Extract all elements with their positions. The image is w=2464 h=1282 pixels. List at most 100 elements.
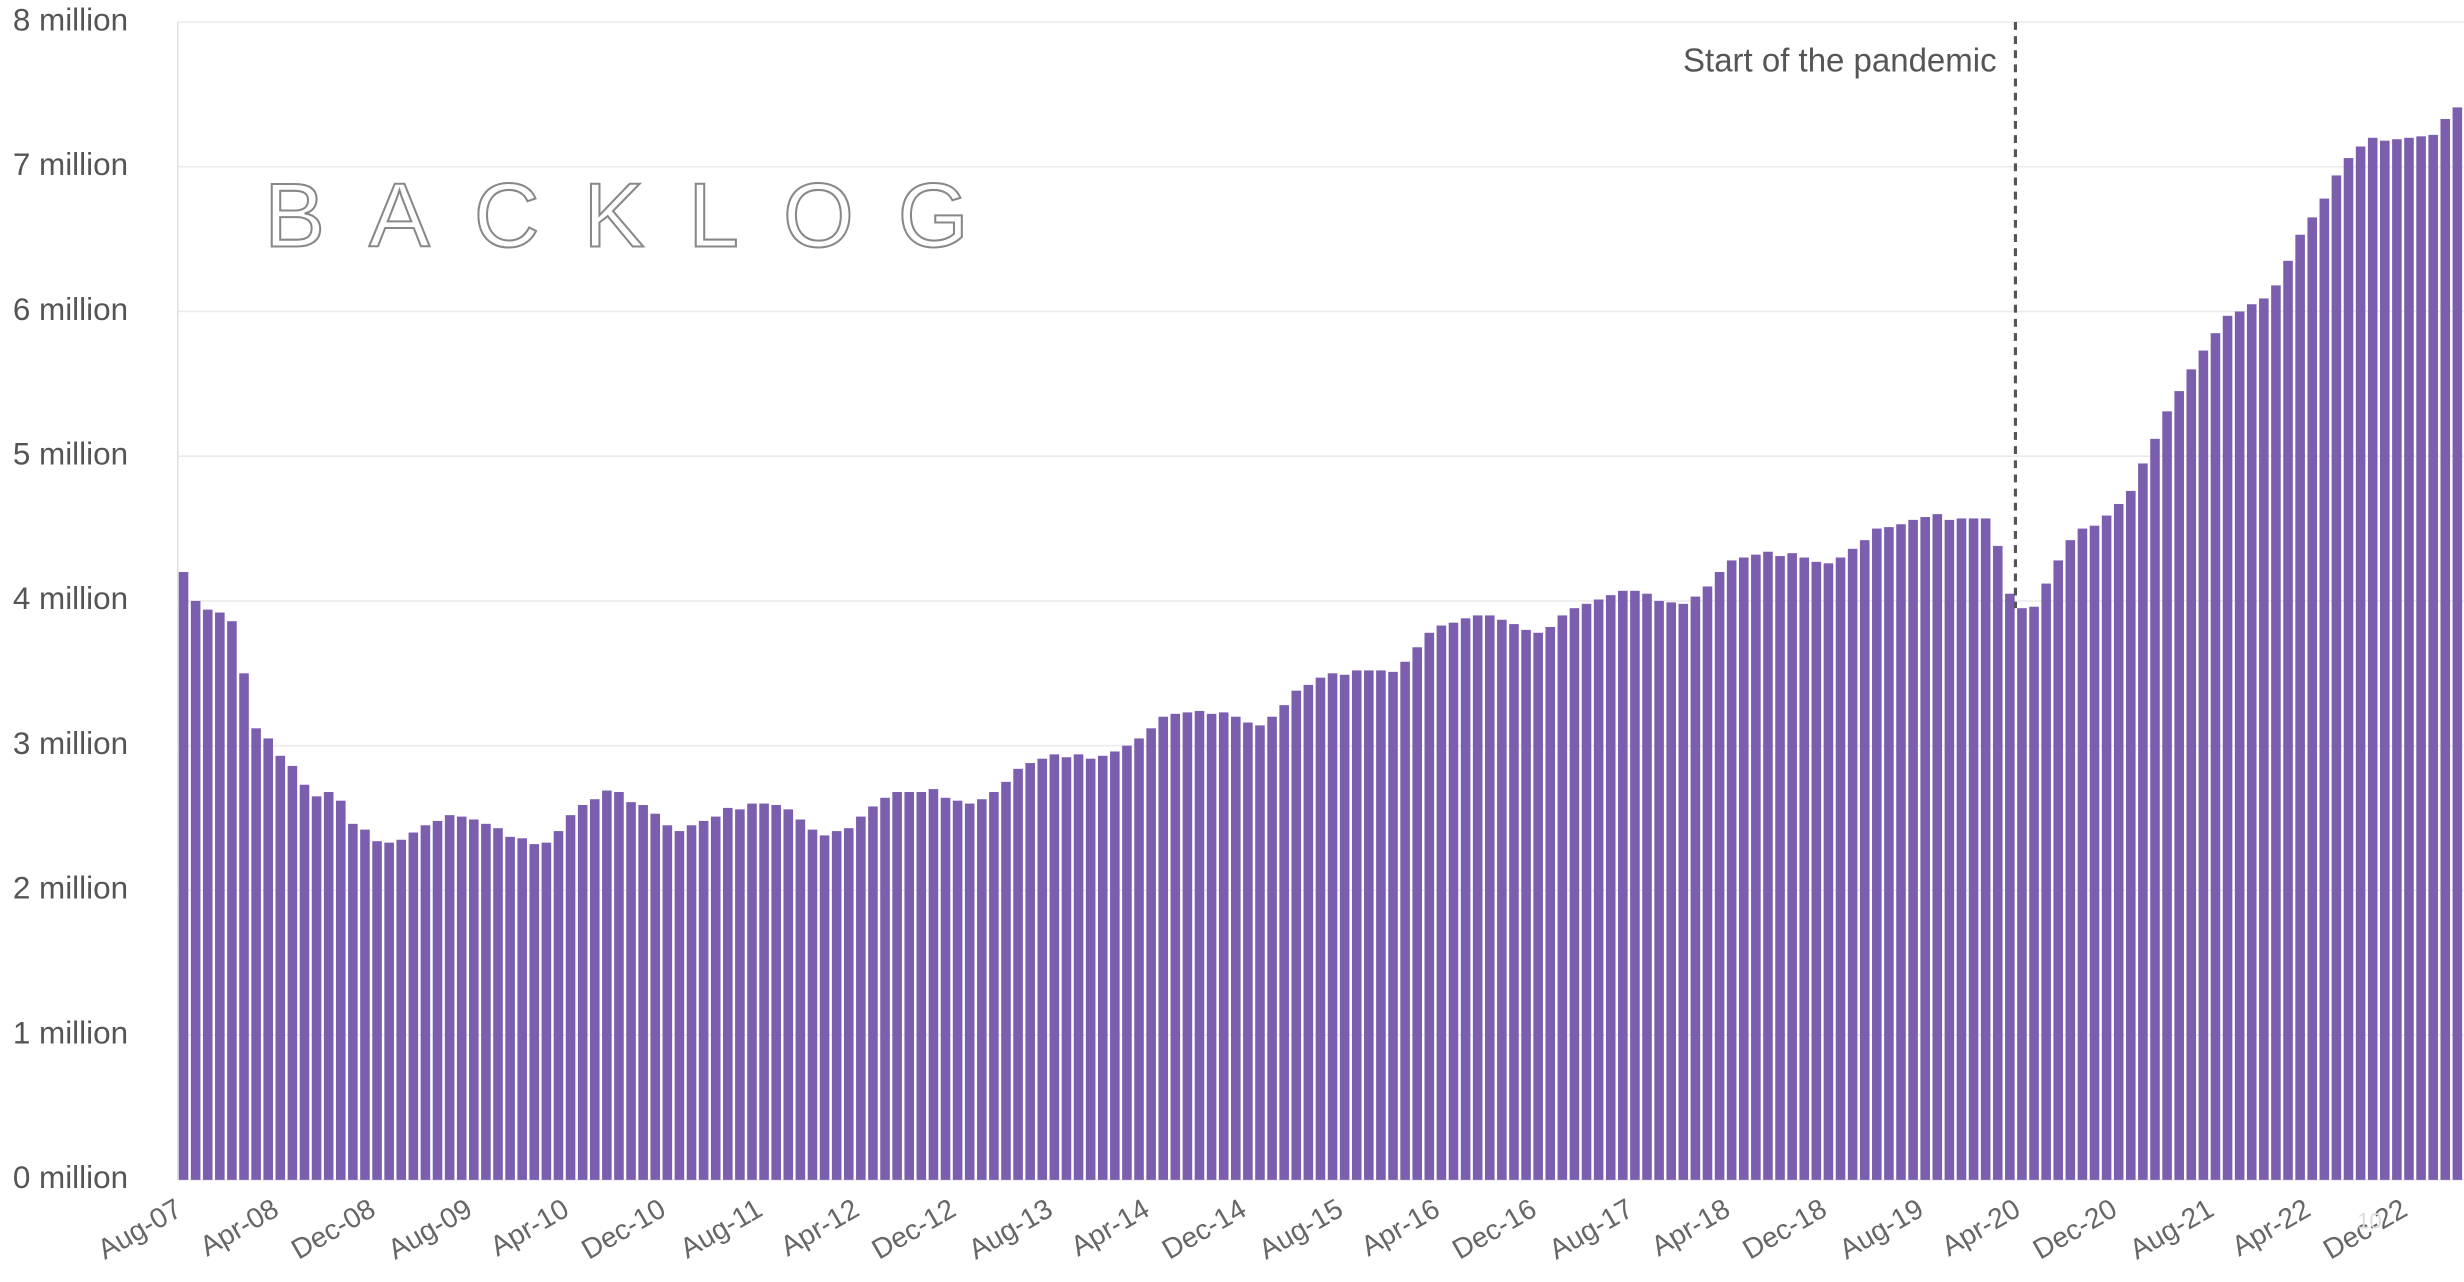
bar xyxy=(1291,690,1302,1180)
bar xyxy=(1545,626,1556,1180)
bar xyxy=(360,829,370,1180)
x-tick-label: Aug-15 xyxy=(1253,1192,1348,1265)
y-tick-label: 7 million xyxy=(13,147,128,182)
bar xyxy=(795,819,806,1180)
bar xyxy=(674,831,685,1180)
bar xyxy=(348,823,358,1180)
y-tick-label: 6 million xyxy=(13,292,128,327)
bar xyxy=(1956,518,1967,1180)
bar xyxy=(2367,137,2378,1180)
x-tick-label: Apr-14 xyxy=(1065,1192,1154,1262)
y-tick-label: 8 million xyxy=(13,2,128,37)
bar xyxy=(1666,602,1676,1180)
bar xyxy=(1702,586,1713,1180)
bar xyxy=(1025,763,1035,1180)
bar xyxy=(1980,518,1991,1180)
bar xyxy=(372,841,382,1180)
bar xyxy=(1847,548,1858,1180)
bar xyxy=(2210,333,2221,1180)
bar xyxy=(892,791,902,1180)
y-tick-label: 4 million xyxy=(13,581,128,616)
bar xyxy=(602,790,612,1180)
bar xyxy=(1884,527,1894,1180)
bar xyxy=(589,799,600,1180)
bar xyxy=(287,765,298,1180)
bar xyxy=(469,819,479,1180)
bar xyxy=(1279,705,1289,1180)
bar xyxy=(1618,590,1628,1180)
bar xyxy=(1581,603,1592,1180)
bar xyxy=(2380,140,2390,1180)
bar xyxy=(1182,712,1193,1180)
bar xyxy=(1775,556,1785,1180)
y-tick-label: 5 million xyxy=(13,436,128,471)
bar xyxy=(1097,755,1108,1180)
bar xyxy=(626,802,636,1180)
bar xyxy=(1218,712,1229,1180)
bar xyxy=(1932,514,1943,1180)
bar xyxy=(1339,674,1350,1180)
bar xyxy=(1678,603,1689,1180)
bar xyxy=(1146,728,1156,1180)
bar xyxy=(2283,260,2293,1180)
bar xyxy=(1049,754,1060,1180)
bar xyxy=(735,809,745,1180)
bar xyxy=(1158,716,1169,1180)
bar xyxy=(1896,524,1906,1180)
bar xyxy=(529,844,540,1180)
bar xyxy=(1944,519,1955,1180)
bar xyxy=(1726,560,1737,1180)
x-tick-label: Aug-21 xyxy=(2124,1192,2219,1265)
x-tick-label: Dec-16 xyxy=(1447,1192,1542,1265)
page-number: 10 xyxy=(2357,1209,2381,1234)
bar xyxy=(1134,738,1144,1180)
x-tick-label: Aug-07 xyxy=(92,1192,187,1265)
x-tick-label: Aug-17 xyxy=(1543,1192,1638,1265)
bar xyxy=(2440,118,2451,1180)
bar xyxy=(807,829,818,1180)
bar xyxy=(2452,107,2463,1180)
bar xyxy=(1351,670,1362,1180)
bar xyxy=(2113,503,2124,1180)
bar xyxy=(819,835,830,1180)
bar xyxy=(1557,615,1568,1180)
bar xyxy=(1460,618,1471,1180)
bar xyxy=(928,789,939,1180)
bar xyxy=(1920,516,1930,1180)
bar xyxy=(2077,528,2088,1180)
bar xyxy=(1787,553,1797,1180)
bar xyxy=(2416,136,2426,1180)
bar xyxy=(323,791,334,1180)
bar xyxy=(1799,557,1810,1180)
bar xyxy=(1751,554,1761,1180)
bar xyxy=(1811,561,1822,1180)
bar xyxy=(1509,624,1519,1180)
x-tick-label: Apr-18 xyxy=(1646,1192,1735,1262)
bar xyxy=(2065,540,2076,1180)
bar xyxy=(1569,608,1580,1180)
bar xyxy=(1823,563,1834,1180)
bar xyxy=(1073,754,1084,1180)
bar xyxy=(904,791,915,1180)
x-tick-label: Apr-08 xyxy=(194,1192,283,1262)
bar xyxy=(2126,490,2136,1180)
bar xyxy=(831,831,842,1180)
bar xyxy=(1714,571,1725,1180)
bar xyxy=(1110,751,1120,1180)
bar xyxy=(505,836,515,1180)
bar xyxy=(2355,146,2366,1180)
bar xyxy=(384,842,394,1180)
bar xyxy=(856,816,866,1180)
bar xyxy=(456,816,467,1180)
x-tick-label: Aug-09 xyxy=(382,1192,477,1265)
bar xyxy=(311,796,322,1180)
bar xyxy=(1013,768,1023,1180)
bar xyxy=(880,797,890,1180)
bar xyxy=(650,813,661,1180)
bar xyxy=(1448,622,1459,1180)
bar xyxy=(2198,350,2209,1180)
bar xyxy=(2295,234,2305,1180)
bar xyxy=(1436,625,1447,1180)
bar xyxy=(2392,139,2402,1180)
